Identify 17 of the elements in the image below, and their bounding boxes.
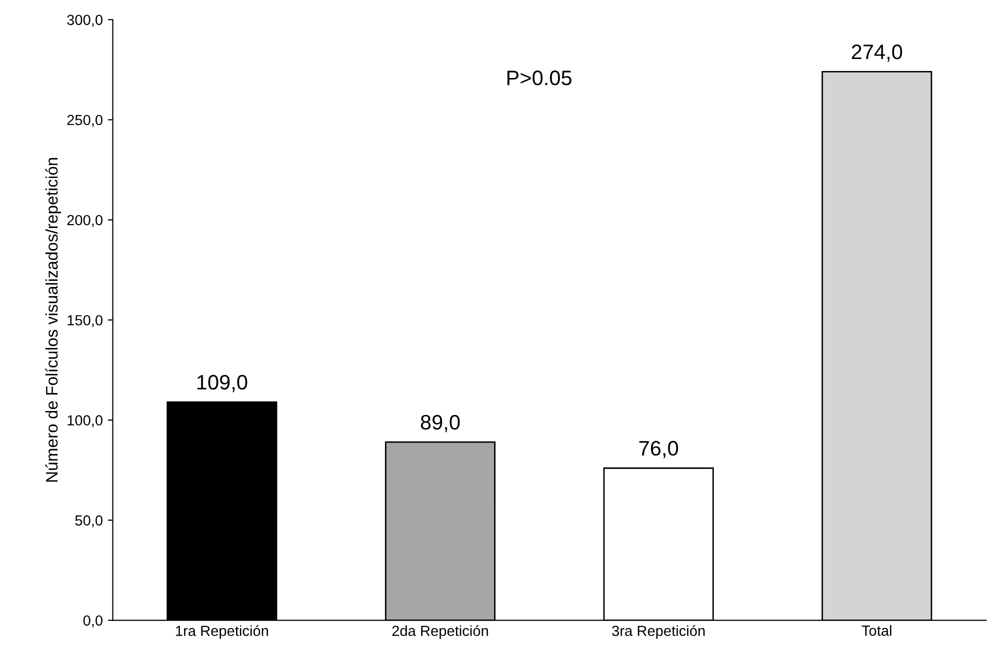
y-tick-label: 150,0: [68, 315, 102, 328]
x-tick-label: Total: [862, 625, 892, 636]
y-tick-label: 50,0: [75, 515, 102, 528]
annotation: P>0.05: [507, 70, 572, 86]
y-tick-label: 300,0: [67, 14, 102, 27]
y-tick-label: 0,0: [83, 615, 102, 628]
x-tick-label: 3ra Repetición: [612, 625, 705, 639]
x-tick-label: 1ra Repetición: [176, 625, 268, 639]
y-tick-label: 200,0: [67, 214, 102, 228]
x-tick-label: 2da Repetición: [392, 625, 488, 639]
y-tick-label: 100,0: [68, 415, 102, 428]
y-tick-label: 250,0: [67, 114, 102, 127]
data-label: 274,0: [852, 44, 902, 62]
data-label: 76,0: [639, 440, 678, 458]
y-axis-title: Número de Folículos visualizados/repetición: [45, 158, 62, 482]
data-label: 89,0: [420, 414, 460, 432]
data-label: 109,0: [197, 374, 248, 392]
